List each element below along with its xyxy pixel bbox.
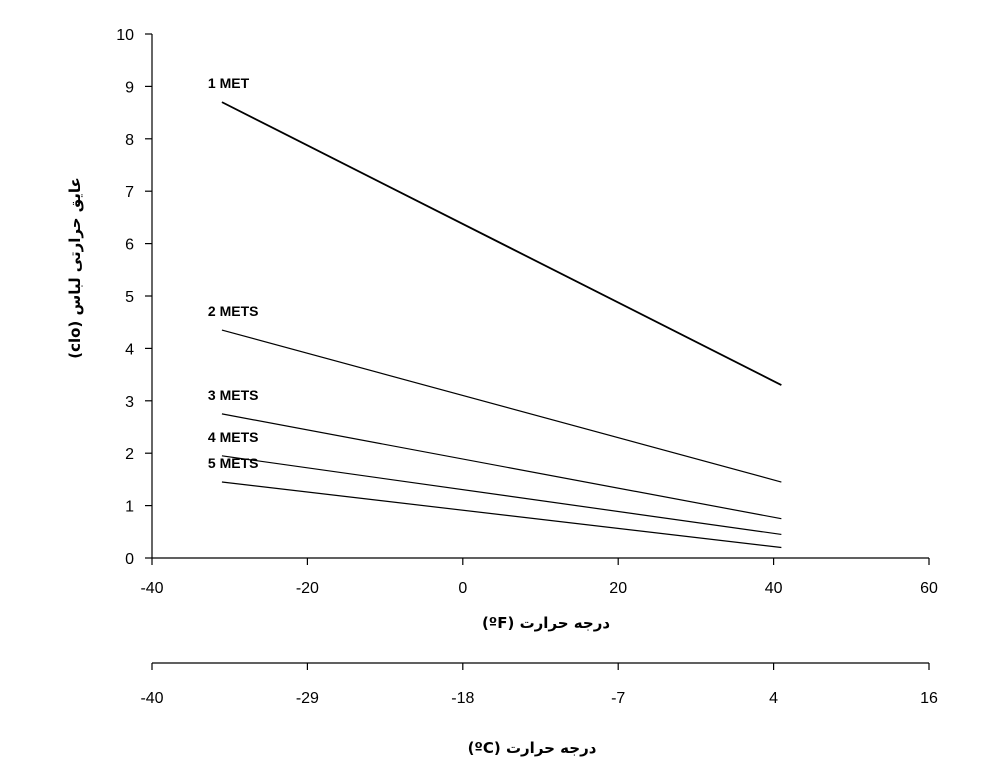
x-axis-title: درجه حرارت (ºF) bbox=[482, 614, 610, 632]
series-line bbox=[221, 455, 782, 536]
series-layer: 1 MET 2 METS 3 METS 4 METS 5 METS bbox=[208, 75, 782, 549]
series-line bbox=[221, 481, 782, 549]
series-label: 4 METS bbox=[208, 429, 259, 445]
series-label: 1 MET bbox=[208, 75, 250, 91]
x2-tick-label: -29 bbox=[296, 690, 319, 707]
y-tick-label: 6 bbox=[125, 237, 134, 254]
y-tick-label: 5 bbox=[125, 289, 134, 306]
y-tick-label: 3 bbox=[125, 394, 134, 411]
y-tick-label: 9 bbox=[125, 79, 134, 96]
x-axis-celsius: -40 -29 -18 -7 4 16 bbox=[140, 662, 938, 707]
y-axis-title: عایق حرارتی لباس (clo) bbox=[66, 177, 84, 359]
x2-tick-label: -18 bbox=[451, 690, 474, 707]
x-tick-label: 20 bbox=[609, 580, 627, 597]
y-tick-label: 1 bbox=[125, 499, 134, 516]
series-line bbox=[221, 101, 782, 386]
x2-tick-label: 4 bbox=[769, 690, 778, 707]
x2-tick-label: -7 bbox=[611, 690, 625, 707]
x-tick-label: -20 bbox=[296, 580, 319, 597]
series-label: 5 METS bbox=[208, 455, 259, 471]
x-axis-fahrenheit: -40 -20 0 20 40 60 bbox=[140, 557, 938, 597]
y-axis: 0 1 2 3 4 5 6 7 8 9 10 bbox=[116, 27, 153, 568]
x-tick-label: 60 bbox=[920, 580, 938, 597]
x-tick-label: 0 bbox=[458, 580, 467, 597]
y-tick-label: 7 bbox=[125, 184, 134, 201]
series-label: 3 METS bbox=[208, 387, 259, 403]
series-label: 2 METS bbox=[208, 303, 259, 319]
series-line bbox=[221, 413, 782, 520]
y-tick-label: 2 bbox=[125, 446, 134, 463]
x2-tick-label: -40 bbox=[140, 690, 163, 707]
series-line bbox=[221, 329, 782, 483]
y-tick-label: 10 bbox=[116, 27, 134, 44]
y-tick-label: 4 bbox=[125, 341, 134, 358]
x-tick-label: -40 bbox=[140, 580, 163, 597]
y-tick-label: 0 bbox=[125, 551, 134, 568]
x2-tick-label: 16 bbox=[920, 690, 938, 707]
x-tick-label: 40 bbox=[765, 580, 783, 597]
x2-axis-title: درجه حرارت (ºC) bbox=[468, 739, 597, 757]
y-tick-label: 8 bbox=[125, 132, 134, 149]
